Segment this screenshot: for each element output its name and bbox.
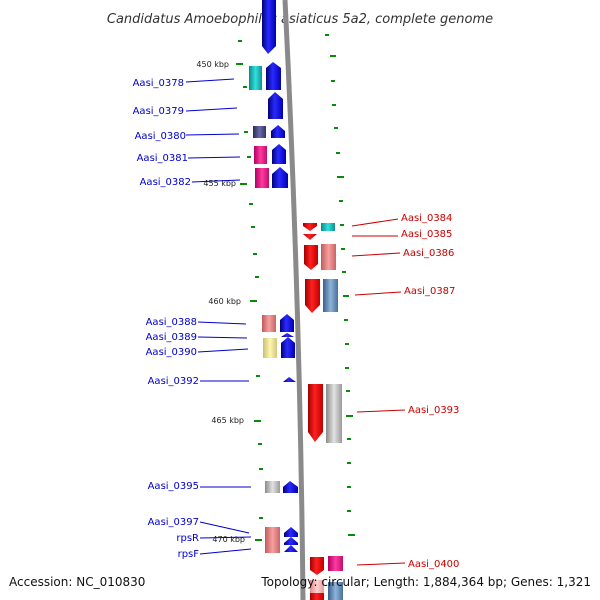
gene-feature (283, 377, 296, 382)
left-gene-labels: Aasi_0378 Aasi_0379 Aasi_0380 Aasi_0381 … (133, 78, 200, 560)
gene-label-Aasi_0379[interactable]: Aasi_0379 (133, 106, 184, 117)
gene-label-Aasi_0380[interactable]: Aasi_0380 (135, 131, 186, 142)
gene-feature (310, 557, 324, 575)
gene-feature (321, 223, 335, 231)
gene-feature (284, 545, 298, 552)
gene-feature (271, 125, 285, 138)
gene-label-Aasi_0390[interactable]: Aasi_0390 (146, 347, 197, 358)
gene-label-rpsR[interactable]: rpsR (176, 533, 199, 544)
kbp-label-455: 455 kbp (203, 179, 236, 188)
gene-feature (326, 384, 342, 443)
gene-feature (254, 146, 267, 164)
right-leader-lines (351, 218, 406, 566)
kbp-label-470: 470 kbp (212, 535, 245, 544)
gene-label-Aasi_0382[interactable]: Aasi_0382 (140, 177, 191, 188)
gene-feature (262, 315, 276, 332)
gene-feature (304, 245, 318, 270)
gene-feature (310, 593, 324, 600)
gene-feature (305, 279, 320, 313)
gene-feature (280, 314, 294, 332)
right-gene-labels: Aasi_0384 Aasi_0385 Aasi_0386 Aasi_0387 … (401, 213, 459, 570)
gene-feature (266, 62, 281, 90)
gene-feature (328, 582, 343, 600)
gene-label-Aasi_0400[interactable]: Aasi_0400 (408, 559, 459, 570)
gene-feature (281, 337, 295, 358)
genome-backbone (282, 0, 306, 600)
accession-text: Accession: NC_010830 (9, 575, 145, 589)
gene-feature (265, 481, 280, 493)
gene-label-Aasi_0392[interactable]: Aasi_0392 (148, 376, 199, 387)
gene-feature (272, 167, 288, 188)
gene-label-Aasi_0384[interactable]: Aasi_0384 (401, 213, 452, 224)
right-ticks (325, 34, 355, 536)
gene-label-Aasi_0388[interactable]: Aasi_0388 (146, 317, 197, 328)
gene-feature (308, 384, 323, 442)
gene-label-Aasi_0395[interactable]: Aasi_0395 (148, 481, 199, 492)
gene-feature (253, 126, 266, 138)
gene-feature (262, 0, 276, 54)
gene-label-Aasi_0381[interactable]: Aasi_0381 (137, 153, 188, 164)
gene-label-Aasi_0393[interactable]: Aasi_0393 (408, 405, 459, 416)
gene-feature (281, 333, 294, 337)
gene-feature (272, 144, 286, 164)
gene-feature (323, 279, 338, 312)
map-title: Candidatus Amoebophilus asiaticus 5a2, c… (107, 12, 493, 27)
gene-label-rpsF[interactable]: rpsF (178, 549, 200, 560)
gene-label-Aasi_0385[interactable]: Aasi_0385 (401, 229, 452, 240)
forward-strand-features (249, 0, 298, 553)
kbp-label-450: 450 kbp (196, 60, 229, 69)
kbp-label-465: 465 kbp (211, 416, 244, 425)
gene-feature (249, 66, 262, 90)
left-leader-lines (185, 78, 252, 555)
gene-feature (283, 481, 298, 493)
gene-feature (321, 244, 336, 270)
gene-feature (255, 168, 269, 188)
gene-feature (303, 223, 317, 231)
gene-label-Aasi_0386[interactable]: Aasi_0386 (403, 248, 454, 259)
gene-label-Aasi_0397[interactable]: Aasi_0397 (148, 517, 199, 528)
gene-feature (284, 537, 298, 545)
reverse-strand-features (303, 223, 343, 600)
gene-label-Aasi_0378[interactable]: Aasi_0378 (133, 78, 184, 89)
gene-feature (268, 92, 283, 119)
left-ticks (236, 40, 263, 541)
gene-feature (284, 527, 298, 537)
gene-label-Aasi_0389[interactable]: Aasi_0389 (146, 332, 197, 343)
topology-summary: Topology: circular; Length: 1,884,364 bp… (260, 575, 591, 589)
kbp-label-460: 460 kbp (208, 297, 241, 306)
gene-label-Aasi_0387[interactable]: Aasi_0387 (404, 286, 455, 297)
gene-feature (328, 556, 343, 571)
gene-feature (303, 234, 317, 240)
gene-feature (263, 338, 277, 358)
gene-feature (265, 527, 280, 553)
